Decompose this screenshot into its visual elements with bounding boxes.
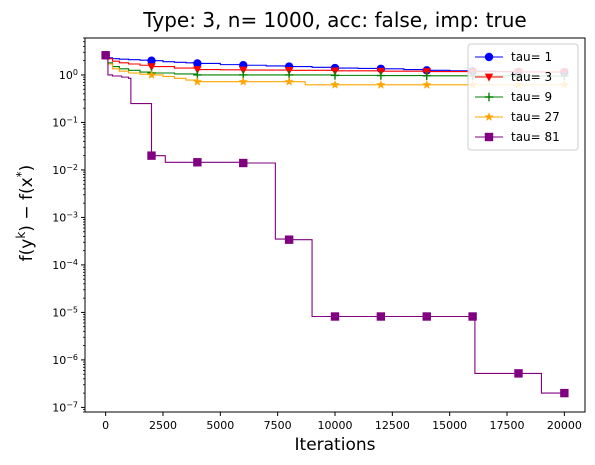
legend-marker (484, 52, 494, 62)
legend-item: tau= 3 (475, 70, 552, 84)
y-axis-label-part: ) − f(x (17, 177, 37, 231)
x-axis-label: Iterations (295, 435, 376, 455)
x-tick-label: 5000 (206, 419, 234, 432)
y-tick-label: 10−1 (52, 115, 78, 130)
y-axis-label: f(yk) − f(x*) (14, 165, 37, 262)
legend-box (467, 43, 579, 151)
data-point (560, 388, 569, 398)
data-point (422, 71, 431, 80)
data-point (422, 79, 432, 89)
y-tick-label: 10−5 (52, 305, 78, 320)
plot-series (101, 50, 569, 398)
legend-label: tau= 81 (511, 130, 560, 144)
y-tick-label: 10−4 (52, 257, 78, 272)
legend-marker (484, 92, 494, 102)
y-tick-label: 100 (59, 67, 78, 82)
y-axis-label-part: ) (17, 165, 37, 172)
data-point (193, 158, 202, 167)
chart-title: Type: 3, n= 1000, acc: false, imp: true (142, 8, 526, 32)
data-point (376, 79, 386, 89)
y-tick-label: 10−6 (52, 352, 78, 367)
x-tick-label: 17500 (490, 419, 525, 432)
legend-label: tau= 1 (511, 50, 552, 64)
x-tick-label: 10000 (318, 419, 353, 432)
plot-area (101, 50, 569, 398)
data-point (330, 71, 340, 80)
data-point (330, 312, 340, 321)
series-line (105, 54, 565, 73)
legend-marker (484, 112, 494, 121)
series-line (105, 54, 565, 73)
series-tau-81 (101, 51, 569, 398)
legend-label: tau= 9 (511, 90, 552, 104)
data-point (238, 76, 248, 86)
data-point (239, 158, 248, 168)
legend-item: tau= 9 (475, 90, 552, 104)
data-point (239, 66, 248, 75)
y-tick-label: 10−2 (52, 162, 78, 177)
data-point (514, 369, 523, 378)
data-point (330, 79, 340, 89)
y-tick-label: 10−7 (52, 400, 78, 415)
legend-item: tau= 81 (475, 130, 560, 144)
x-tick-label: 12500 (375, 419, 410, 432)
data-point (376, 71, 386, 80)
data-point (376, 312, 386, 321)
data-point (193, 59, 202, 68)
legend-marker (484, 132, 494, 142)
y-axis-label-sup: * (14, 171, 28, 177)
y-axis-label-part: f(y (17, 239, 37, 262)
legend-item: tau= 1 (475, 50, 552, 64)
data-point (147, 151, 156, 160)
axis-ticks: 0 2500 5000 7500 10000 12500 15000 17500 20000 10… (52, 37, 582, 432)
data-point (147, 56, 156, 65)
x-tick-label: 20000 (547, 419, 582, 432)
legend-marker (484, 73, 494, 82)
x-tick-label: 2500 (149, 419, 177, 432)
legend-label: tau= 3 (511, 70, 552, 84)
y-axis-label-sup: k (14, 232, 28, 239)
x-tick-label: 7500 (264, 419, 292, 432)
x-tick-label: 15000 (432, 419, 467, 432)
legend: tau= 1 tau= 3 tau= 9 tau= 27 tau= 81 (467, 43, 579, 151)
data-point (101, 51, 110, 60)
data-point (146, 70, 157, 79)
data-point (192, 76, 202, 86)
data-point (284, 235, 294, 244)
data-point (422, 312, 431, 321)
data-point (147, 63, 156, 72)
data-point (468, 312, 477, 321)
legend-item: tau= 27 (475, 110, 560, 124)
data-point (193, 66, 202, 75)
y-tick-label: 10−3 (52, 210, 78, 225)
legend-label: tau= 27 (511, 110, 560, 124)
data-point (284, 76, 294, 86)
x-tick-label: 0 (102, 419, 109, 432)
